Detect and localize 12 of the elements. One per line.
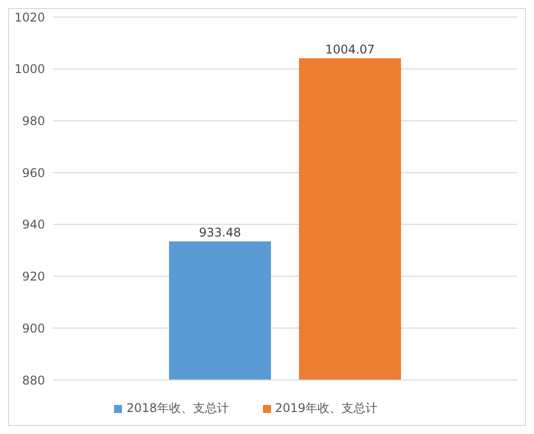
y-tick-label: 900 [22, 321, 45, 336]
data-label: 1004.07 [325, 42, 375, 56]
y-tick-label: 1000 [14, 62, 45, 76]
y-tick-label: 880 [22, 373, 45, 388]
y-tick-label: 920 [22, 270, 45, 284]
y-tick-label: 960 [22, 166, 45, 180]
y-tick-label: 940 [22, 218, 45, 232]
y-tick-label: 980 [22, 114, 45, 128]
legend-label: 2018年收、支总计 [126, 401, 229, 415]
y-tick-label: 1020 [14, 10, 45, 24]
data-label: 933.48 [199, 225, 241, 240]
legend-label: 2019年收、支总计 [275, 401, 378, 415]
